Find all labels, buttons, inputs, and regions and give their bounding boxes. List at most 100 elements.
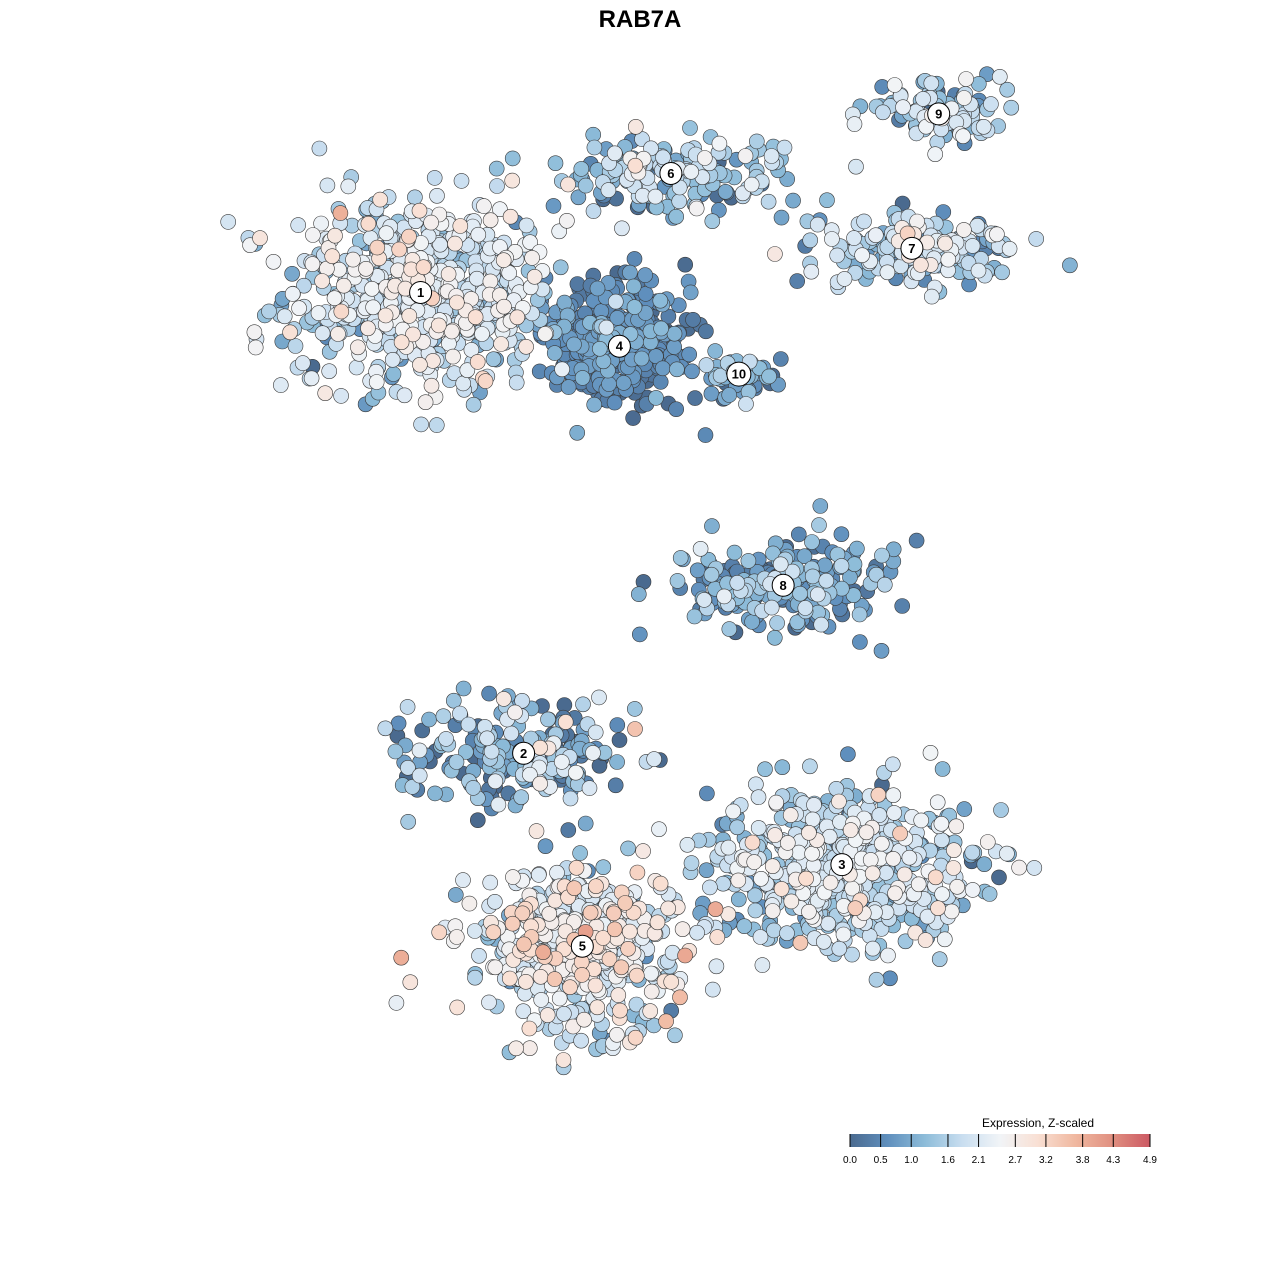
- data-point: [683, 164, 700, 180]
- data-point: [785, 192, 801, 209]
- data-point: [566, 880, 583, 897]
- data-point: [455, 680, 472, 697]
- data-point: [492, 201, 508, 217]
- data-point: [721, 387, 738, 403]
- data-point: [291, 300, 307, 317]
- data-point: [757, 761, 773, 778]
- data-point: [324, 248, 341, 265]
- data-point: [537, 838, 554, 855]
- data-point: [868, 566, 885, 583]
- data-point: [321, 363, 338, 380]
- colorbar-tick-label: 0.5: [874, 1155, 888, 1166]
- data-point: [804, 568, 821, 585]
- data-point: [647, 188, 664, 205]
- data-point: [400, 759, 416, 776]
- data-point: [704, 213, 721, 229]
- data-point: [445, 692, 462, 709]
- data-point: [537, 326, 553, 342]
- data-point: [994, 264, 1010, 281]
- data-point: [969, 218, 986, 234]
- data-point: [540, 711, 556, 728]
- data-point: [717, 184, 734, 200]
- data-point: [885, 850, 902, 867]
- data-point: [964, 844, 981, 861]
- data-point: [265, 253, 282, 270]
- data-point: [252, 230, 268, 246]
- colorbar-tick-label: 2.1: [972, 1155, 986, 1166]
- data-point: [556, 294, 573, 311]
- data-point: [648, 390, 664, 406]
- data-point: [766, 629, 783, 646]
- data-point: [360, 215, 377, 232]
- cluster-label-1: 1: [409, 280, 433, 304]
- data-point: [846, 116, 863, 132]
- data-point: [688, 200, 705, 217]
- data-point: [327, 227, 343, 244]
- data-point: [391, 241, 408, 258]
- data-point: [429, 188, 445, 204]
- data-point: [707, 343, 724, 359]
- data-point: [637, 286, 654, 302]
- data-point: [365, 299, 381, 316]
- data-point: [330, 326, 346, 342]
- data-point: [704, 981, 721, 998]
- data-point: [358, 260, 374, 277]
- data-point: [917, 932, 934, 948]
- data-point: [490, 796, 507, 813]
- data-point: [649, 914, 666, 931]
- data-point: [551, 223, 568, 240]
- data-point: [333, 388, 349, 404]
- data-point: [502, 208, 519, 225]
- data-point: [431, 924, 448, 941]
- data-point: [915, 91, 931, 107]
- data-point: [738, 396, 754, 412]
- data-point: [927, 869, 944, 886]
- data-point: [591, 689, 607, 706]
- data-point: [874, 547, 890, 564]
- data-point: [481, 994, 497, 1011]
- data-point: [709, 929, 726, 945]
- data-point: [725, 803, 742, 820]
- data-point: [377, 720, 394, 737]
- data-point: [508, 374, 525, 391]
- data-point: [811, 517, 827, 533]
- data-point: [929, 794, 946, 811]
- data-point: [340, 178, 357, 195]
- data-point: [487, 959, 504, 976]
- data-point: [598, 319, 615, 336]
- data-point: [912, 257, 929, 273]
- data-point: [763, 599, 780, 616]
- data-point: [495, 691, 512, 707]
- data-point: [627, 721, 643, 737]
- data-point: [933, 832, 950, 849]
- data-point: [609, 310, 626, 326]
- data-point: [586, 396, 603, 413]
- data-point: [627, 157, 644, 174]
- data-point: [856, 213, 872, 230]
- chart-title: RAB7A: [599, 6, 682, 33]
- data-point: [750, 820, 767, 836]
- data-point: [845, 587, 862, 604]
- data-point: [789, 614, 806, 631]
- data-point: [674, 921, 691, 938]
- colorbar-tick-label: 1.6: [941, 1155, 955, 1166]
- data-point: [600, 182, 617, 198]
- data-point: [684, 363, 700, 380]
- data-point: [469, 270, 485, 287]
- data-point: [606, 394, 623, 411]
- data-point: [629, 864, 646, 881]
- data-point: [496, 298, 512, 315]
- data-point: [685, 311, 701, 328]
- data-point: [552, 259, 569, 276]
- data-point: [465, 396, 482, 413]
- data-point: [846, 556, 863, 573]
- data-point: [631, 626, 648, 643]
- data-point: [532, 775, 548, 792]
- data-point: [768, 794, 785, 811]
- data-point: [744, 834, 761, 851]
- data-point: [504, 915, 521, 932]
- data-point: [804, 534, 820, 550]
- data-point: [467, 309, 484, 326]
- data-point: [1026, 860, 1043, 876]
- data-point: [570, 189, 587, 206]
